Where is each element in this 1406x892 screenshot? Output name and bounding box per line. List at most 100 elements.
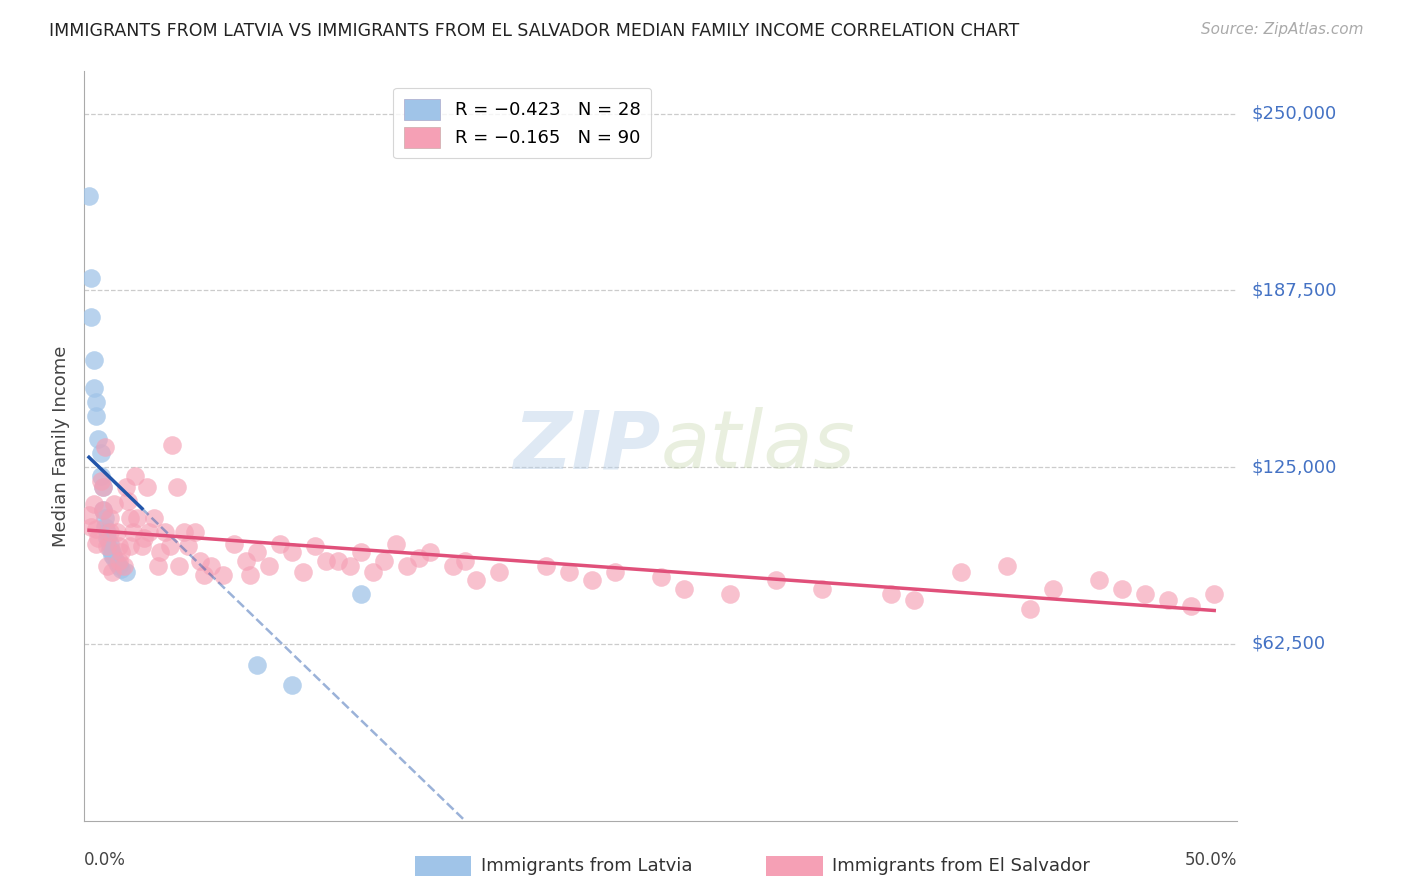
Point bbox=[103, 550, 125, 565]
Point bbox=[142, 511, 165, 525]
Point bbox=[115, 565, 138, 579]
Point bbox=[149, 545, 172, 559]
Point bbox=[177, 540, 200, 554]
Point bbox=[124, 468, 146, 483]
Point bbox=[361, 565, 384, 579]
Point bbox=[246, 658, 269, 673]
Point bbox=[110, 545, 132, 559]
Point bbox=[96, 540, 118, 554]
Text: $62,500: $62,500 bbox=[1251, 635, 1326, 653]
Point bbox=[127, 511, 149, 525]
Point bbox=[94, 519, 117, 533]
Point bbox=[105, 557, 128, 571]
Point bbox=[173, 525, 195, 540]
Text: 50.0%: 50.0% bbox=[1185, 851, 1237, 869]
Point bbox=[77, 508, 100, 523]
Point bbox=[903, 593, 925, 607]
Point bbox=[246, 545, 269, 559]
Point bbox=[84, 523, 107, 537]
Point bbox=[83, 381, 105, 395]
Point bbox=[339, 559, 361, 574]
Point bbox=[138, 525, 160, 540]
Text: ZIP: ZIP bbox=[513, 407, 661, 485]
Point bbox=[87, 531, 110, 545]
Point bbox=[83, 352, 105, 367]
Point bbox=[281, 678, 304, 692]
Text: 0.0%: 0.0% bbox=[84, 851, 127, 869]
Text: $250,000: $250,000 bbox=[1251, 104, 1337, 123]
Point bbox=[94, 441, 117, 455]
Point bbox=[146, 559, 169, 574]
Point bbox=[80, 270, 103, 285]
Point bbox=[880, 587, 903, 601]
Point bbox=[94, 511, 117, 525]
Text: Immigrants from El Salvador: Immigrants from El Salvador bbox=[832, 857, 1090, 875]
Point bbox=[650, 570, 672, 584]
Point bbox=[373, 553, 395, 567]
Point bbox=[811, 582, 834, 596]
Point bbox=[603, 565, 626, 579]
Point bbox=[80, 519, 103, 533]
Point bbox=[98, 525, 121, 540]
Point bbox=[115, 480, 138, 494]
Point bbox=[153, 525, 176, 540]
Point bbox=[557, 565, 579, 579]
Point bbox=[96, 531, 118, 545]
Point bbox=[235, 553, 257, 567]
Point bbox=[89, 468, 111, 483]
Point bbox=[949, 565, 972, 579]
Text: Source: ZipAtlas.com: Source: ZipAtlas.com bbox=[1201, 22, 1364, 37]
Point bbox=[315, 553, 337, 567]
Point bbox=[1180, 599, 1202, 613]
Point bbox=[1018, 601, 1040, 615]
Point bbox=[1204, 587, 1226, 601]
Point bbox=[419, 545, 441, 559]
Point bbox=[292, 565, 315, 579]
Point bbox=[98, 536, 121, 550]
Point bbox=[91, 480, 114, 494]
Point bbox=[98, 542, 121, 557]
Point bbox=[384, 536, 406, 550]
Point bbox=[995, 559, 1018, 574]
Point bbox=[89, 446, 111, 460]
Legend: R = −0.423   N = 28, R = −0.165   N = 90: R = −0.423 N = 28, R = −0.165 N = 90 bbox=[394, 88, 651, 159]
Point bbox=[200, 559, 222, 574]
Point bbox=[91, 502, 114, 516]
Point bbox=[672, 582, 695, 596]
Point bbox=[1133, 587, 1156, 601]
Point bbox=[454, 553, 477, 567]
Point bbox=[83, 497, 105, 511]
Point bbox=[765, 574, 787, 588]
Point bbox=[96, 559, 118, 574]
Point bbox=[84, 395, 107, 409]
Point bbox=[135, 480, 157, 494]
Y-axis label: Median Family Income: Median Family Income bbox=[52, 345, 70, 547]
Point bbox=[96, 525, 118, 540]
Point bbox=[131, 540, 153, 554]
Point bbox=[224, 536, 246, 550]
Point bbox=[1111, 582, 1133, 596]
Point bbox=[184, 525, 207, 540]
Point bbox=[117, 494, 139, 508]
Point bbox=[80, 310, 103, 325]
Point bbox=[281, 545, 304, 559]
Point bbox=[108, 553, 131, 567]
Point bbox=[1042, 582, 1064, 596]
Point bbox=[120, 540, 142, 554]
Point bbox=[159, 540, 181, 554]
Point bbox=[718, 587, 741, 601]
Point bbox=[257, 559, 280, 574]
Point bbox=[211, 567, 233, 582]
Point bbox=[105, 525, 128, 540]
Point bbox=[304, 540, 326, 554]
Point bbox=[581, 574, 603, 588]
Point bbox=[77, 188, 100, 202]
Point bbox=[134, 531, 156, 545]
Point bbox=[91, 502, 114, 516]
Point bbox=[534, 559, 557, 574]
Point bbox=[188, 553, 211, 567]
Point bbox=[103, 497, 125, 511]
Point bbox=[269, 536, 291, 550]
Text: Immigrants from Latvia: Immigrants from Latvia bbox=[481, 857, 692, 875]
Point bbox=[108, 559, 131, 574]
